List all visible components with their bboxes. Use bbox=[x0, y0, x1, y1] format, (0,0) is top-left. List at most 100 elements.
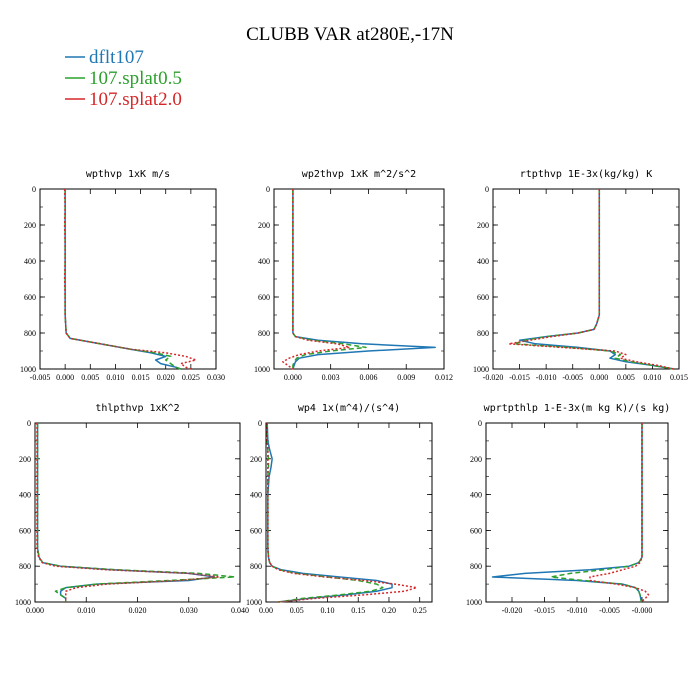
x-tick-label: 0.005 bbox=[81, 373, 99, 382]
y-tick-label: 0 bbox=[32, 185, 36, 194]
panel-title: rtpthvp 1E-3x(kg/kg) K bbox=[520, 169, 652, 180]
panel-6: wprtpthlp 1-E-3x(m kg K)/(s kg)0 200 400 60… bbox=[466, 403, 670, 615]
series-line-2 bbox=[36, 423, 236, 602]
legend-item-splat0-5: 107.splat0.5 bbox=[65, 68, 182, 89]
y-tick-label: 1000 bbox=[473, 365, 489, 374]
y-tick-label: 1000 bbox=[254, 365, 270, 374]
x-tick-label: 0.012 bbox=[435, 373, 453, 382]
x-tick-label: 0.025 bbox=[182, 373, 200, 382]
x-tick-label: 0.015 bbox=[132, 373, 150, 382]
legend-item-dflt107: dflt107 bbox=[65, 47, 144, 68]
y-tick-label: 400 bbox=[477, 257, 489, 266]
y-tick-label: 0 bbox=[266, 185, 270, 194]
y-tick-label: 1000 bbox=[466, 598, 482, 607]
y-tick-label: 800 bbox=[19, 562, 31, 571]
y-tick-label: 1000 bbox=[15, 598, 31, 607]
x-tick-label: 0.000 bbox=[56, 373, 74, 382]
series-line-1 bbox=[266, 422, 393, 603]
series-line-3 bbox=[266, 423, 418, 603]
x-tick-label: 0.00 bbox=[259, 606, 273, 615]
y-tick-label: 0 bbox=[485, 185, 489, 194]
x-tick-label: -0.000 bbox=[632, 606, 653, 615]
y-tick-label: 800 bbox=[470, 562, 482, 571]
y-tick-label: 400 bbox=[19, 491, 31, 500]
x-tick-label: 0.010 bbox=[106, 373, 124, 382]
x-tick-label: 0.000 bbox=[590, 373, 608, 382]
series-line-1 bbox=[518, 189, 674, 370]
y-tick-label: 200 bbox=[258, 221, 270, 230]
series-line-3 bbox=[36, 423, 221, 602]
panel-3: rtpthvp 1E-3x(kg/kg) K02004006008001000-… bbox=[473, 169, 688, 382]
x-tick-label: -0.005 bbox=[599, 606, 620, 615]
x-tick-label: -0.010 bbox=[567, 606, 588, 615]
plot-frame bbox=[273, 188, 445, 370]
y-tick-label: 200 bbox=[24, 221, 36, 230]
plot-frame bbox=[492, 188, 680, 370]
y-tick-label: 600 bbox=[24, 293, 36, 302]
x-tick-label: -0.010 bbox=[536, 373, 557, 382]
x-tick-label: 0.030 bbox=[180, 606, 198, 615]
y-tick-label: 600 bbox=[477, 293, 489, 302]
series-line-1 bbox=[491, 423, 643, 603]
y-tick-label: 600 bbox=[470, 526, 482, 535]
y-tick-label: 800 bbox=[24, 329, 36, 338]
x-tick-label: 0.25 bbox=[413, 606, 427, 615]
y-tick-label: 0 bbox=[258, 419, 262, 428]
x-tick-label: 0.015 bbox=[670, 373, 688, 382]
series-line-1 bbox=[64, 189, 182, 370]
x-tick-label: 0.040 bbox=[231, 606, 249, 615]
y-tick-label: 800 bbox=[477, 329, 489, 338]
legend-item-splat2-0: 107.splat2.0 bbox=[65, 89, 182, 110]
y-tick-label: 600 bbox=[258, 293, 270, 302]
x-tick-label: 0.000 bbox=[284, 373, 302, 382]
x-tick-label: 0.010 bbox=[77, 606, 95, 615]
series-line-3 bbox=[282, 189, 351, 370]
x-tick-label: 0.20 bbox=[382, 606, 396, 615]
series-line-2 bbox=[64, 189, 182, 370]
y-tick-label: 200 bbox=[470, 455, 482, 464]
figure-title: CLUBB VAR at280E,-17N bbox=[246, 24, 454, 45]
figure-legend: dflt107 107.splat0.5 107.splat2.0 bbox=[65, 47, 182, 110]
panel-title: thlpthvp 1xK^2 bbox=[95, 403, 179, 414]
x-tick-label: -0.020 bbox=[483, 373, 504, 382]
x-tick-label: 0.006 bbox=[359, 373, 377, 382]
x-tick-label: 0.030 bbox=[207, 373, 225, 382]
x-tick-label: -0.015 bbox=[534, 606, 555, 615]
x-tick-label: 0.15 bbox=[351, 606, 365, 615]
x-tick-label: -0.005 bbox=[30, 373, 51, 382]
y-tick-label: 1000 bbox=[246, 598, 262, 607]
series-line-3 bbox=[508, 189, 674, 370]
legend-label-splat2-0: 107.splat2.0 bbox=[89, 89, 182, 110]
plot-frame bbox=[265, 422, 433, 603]
legend-label-splat0-5: 107.splat0.5 bbox=[89, 68, 182, 89]
y-tick-label: 200 bbox=[477, 221, 489, 230]
x-tick-label: -0.005 bbox=[562, 373, 583, 382]
series-line-3 bbox=[589, 423, 650, 603]
x-tick-label: 0.020 bbox=[129, 606, 147, 615]
series-line-1 bbox=[36, 423, 216, 602]
x-tick-label: 0.05 bbox=[290, 606, 304, 615]
y-tick-label: 600 bbox=[250, 526, 262, 535]
panel-title: wp2thvp 1xK m^2/s^2 bbox=[302, 169, 416, 180]
y-tick-label: 0 bbox=[478, 419, 482, 428]
x-tick-label: -0.015 bbox=[509, 373, 530, 382]
legend-label-dflt107: dflt107 bbox=[89, 47, 144, 68]
x-tick-label: -0.020 bbox=[502, 606, 523, 615]
panel-2: wp2thvp 1xK m^2/s^2 0 200 400 600 800 1000 0.00… bbox=[254, 169, 453, 382]
series-line-1 bbox=[292, 189, 436, 370]
plot-frame bbox=[39, 188, 217, 370]
panel-1: wpthvp 1xK m/s 0 200 400 600 800 1000-0.005 0.0… bbox=[20, 169, 225, 382]
y-tick-label: 0 bbox=[27, 419, 31, 428]
panel-title: wprtpthlp 1-E-3x(m kg K)/(s kg) bbox=[484, 403, 671, 414]
x-tick-label: 0.005 bbox=[617, 373, 635, 382]
series-line-2 bbox=[513, 189, 674, 370]
y-tick-label: 400 bbox=[250, 491, 262, 500]
y-tick-label: 200 bbox=[250, 455, 262, 464]
x-tick-label: 0.000 bbox=[26, 606, 44, 615]
y-tick-label: 1000 bbox=[20, 365, 36, 374]
series-line-2 bbox=[292, 189, 367, 369]
